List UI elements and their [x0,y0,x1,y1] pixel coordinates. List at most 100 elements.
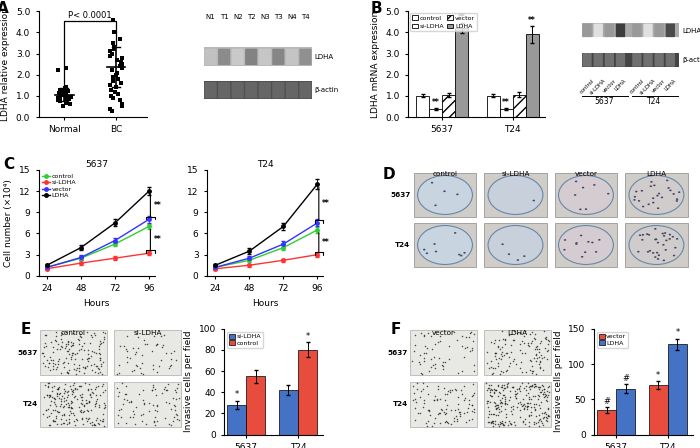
Point [134,365,146,372]
Circle shape [598,239,601,241]
Point [526,339,537,346]
Point [56,90,67,97]
Point [95,360,106,367]
Point [542,406,553,413]
Text: LDHA: LDHA [613,78,627,92]
Point [147,381,158,388]
Point [456,367,467,375]
Circle shape [523,255,526,257]
Point [108,73,119,80]
Point [44,353,55,361]
Point [419,331,430,338]
Bar [455,28,468,117]
Point [52,360,64,367]
Point [92,396,103,403]
Point [503,417,514,424]
Point [116,58,127,65]
Point [537,422,548,429]
Point [149,418,160,425]
Text: si-LDHA: si-LDHA [501,172,530,177]
Text: 5637: 5637 [18,349,38,356]
Point [537,366,548,373]
Point [151,340,162,348]
Point [440,410,452,417]
Point [510,422,521,429]
Point [452,405,463,413]
Point [529,345,540,353]
Point [432,410,443,418]
Point [469,406,480,413]
Point [542,413,554,420]
Point [510,394,522,401]
Point [512,389,523,396]
Point [440,418,451,426]
Circle shape [668,234,671,236]
Point [486,418,497,426]
Point [61,348,72,355]
Point [525,403,536,410]
Point [537,410,548,417]
FancyBboxPatch shape [666,53,675,67]
Point [496,381,507,388]
Point [125,398,136,405]
vector [145,217,153,222]
Point [449,328,460,336]
Point [515,401,526,408]
Point [507,411,518,418]
Point [168,402,179,409]
Point [58,88,69,95]
Point [90,392,101,399]
Point [82,385,93,392]
Point [107,78,118,85]
Point [93,343,104,350]
Point [493,363,504,370]
Point [412,380,423,387]
Point [158,332,169,339]
Point [69,411,80,418]
Text: *: * [676,328,680,337]
Point [158,386,169,393]
Point [526,362,538,369]
Point [537,387,548,394]
Point [485,410,496,418]
Point [67,329,78,336]
Bar [668,344,687,435]
Point [540,410,552,417]
Point [116,80,127,87]
Point [85,407,97,414]
Point [537,390,548,397]
Point [421,419,432,426]
Point [88,330,99,337]
Circle shape [657,195,659,197]
FancyBboxPatch shape [616,24,625,37]
Point [538,393,550,401]
Point [520,383,531,390]
Point [41,331,52,338]
Point [97,383,108,390]
Point [410,416,421,423]
Point [162,380,174,388]
Point [533,417,544,424]
Point [496,418,507,425]
Point [489,385,500,392]
Point [75,383,86,390]
Point [511,390,522,397]
Point [50,329,62,336]
Point [543,383,554,390]
Point [78,370,90,377]
Point [412,386,423,393]
Point [495,399,506,406]
Point [157,343,168,350]
FancyBboxPatch shape [245,49,258,65]
Point [412,409,423,417]
Text: LDHA: LDHA [646,172,666,177]
Point [169,387,181,394]
Point [50,413,62,420]
Point [124,398,135,405]
Point [40,340,51,347]
Point [85,393,97,401]
Point [82,406,93,414]
Point [500,413,512,420]
Point [428,420,440,427]
Point [48,366,59,373]
